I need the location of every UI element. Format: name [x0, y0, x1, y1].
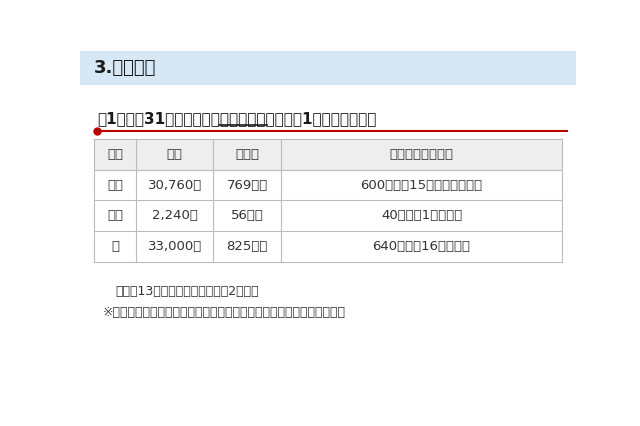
Text: 40人減（1学級減）: 40人減（1学級減）	[381, 210, 462, 222]
Text: 人数: 人数	[166, 148, 182, 161]
Text: 56学級: 56学級	[231, 210, 264, 222]
Text: 計: 計	[111, 240, 119, 253]
Bar	[80, 51, 576, 85]
Text: 769学級: 769学級	[227, 178, 268, 192]
Text: 30,760人: 30,760人	[148, 178, 202, 192]
Text: 825学級: 825学級	[227, 240, 268, 253]
Text: 33,000人: 33,000人	[148, 240, 202, 253]
Text: 市立: 市立	[107, 210, 123, 222]
Text: 3.募集定員: 3.募集定員	[94, 59, 156, 77]
Text: （注）13学級減及び統合に伴う2学級減: （注）13学級減及び統合に伴う2学級減	[115, 285, 259, 298]
Text: （1）平成31年度公立高等学校全日制の課程第1学年の募集定員: （1）平成31年度公立高等学校全日制の課程第1学年の募集定員	[97, 111, 376, 127]
Text: 増減（昨年度比）: 増減（昨年度比）	[390, 148, 454, 161]
Text: 学級数: 学級数	[236, 148, 259, 161]
Text: 区分: 区分	[107, 148, 123, 161]
Text: 640人減（16学級減）: 640人減（16学級減）	[372, 240, 470, 253]
Bar	[94, 139, 562, 170]
Text: ※市立の募集定員は、市立稲毛高等学校附属中学校の卒業生分を除く。: ※市立の募集定員は、市立稲毛高等学校附属中学校の卒業生分を除く。	[103, 306, 346, 320]
Text: 県立: 県立	[107, 178, 123, 192]
Text: 2,240人: 2,240人	[152, 210, 198, 222]
Text: 600人減（15学級減）（注）: 600人減（15学級減）（注）	[360, 178, 483, 192]
